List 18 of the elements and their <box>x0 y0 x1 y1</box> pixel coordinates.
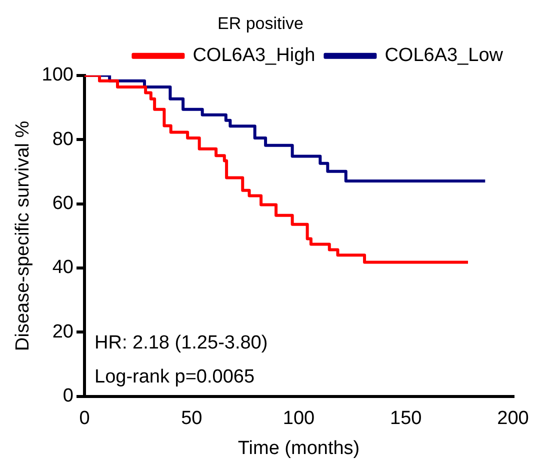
x-tick-label: 150 <box>390 408 422 430</box>
y-tick-label: 80 <box>52 128 74 150</box>
y-tick-label: 20 <box>52 321 74 342</box>
y-tick-label: 60 <box>52 193 74 214</box>
x-axis-title: Time (months) <box>238 438 360 459</box>
x-tick-label: 100 <box>282 408 315 430</box>
annotation: Log-rank p=0.0065 <box>94 366 255 388</box>
x-tick-label: 0 <box>79 408 90 430</box>
legend-label: COL6A3_Low <box>384 45 504 66</box>
x-tick-label: 200 <box>497 408 529 430</box>
annotation: HR: 2.18 (1.25-3.80) <box>94 332 268 354</box>
y-axis-title: Disease-specific survival % <box>12 120 34 351</box>
legend-label: COL6A3_High <box>192 45 316 66</box>
y-tick-label: 0 <box>62 386 74 407</box>
y-tick-label: 40 <box>52 257 74 278</box>
chart-title: ER positive <box>218 14 304 33</box>
x-tick-label: 50 <box>181 408 202 430</box>
y-tick-label: 100 <box>42 64 74 86</box>
